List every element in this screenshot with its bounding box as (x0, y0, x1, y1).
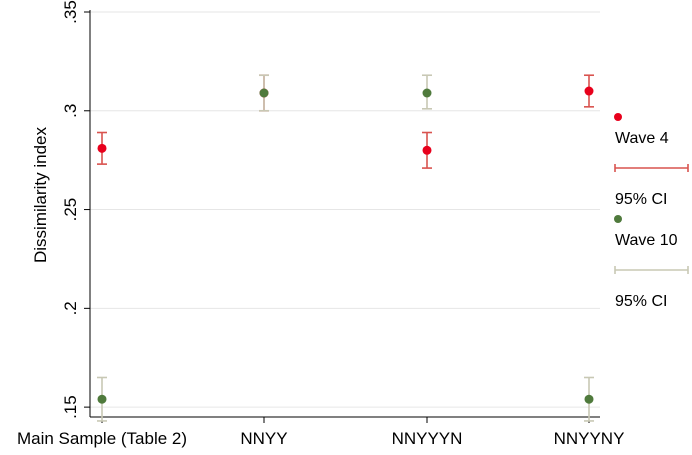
legend-label: 95% CI (615, 293, 667, 310)
y-tick-label: .15 (61, 395, 80, 419)
legend-ci-symbol (614, 164, 689, 172)
data-point (97, 143, 107, 153)
legend-marker (614, 113, 622, 121)
y-axis-label: Dissimilarity index (31, 126, 50, 263)
y-tick-label: .35 (61, 0, 80, 24)
data-point (97, 394, 107, 404)
legend-marker (614, 215, 622, 223)
data-point (422, 145, 432, 155)
data-point (422, 88, 432, 98)
x-tick-label: NNYYYN (392, 429, 463, 448)
legend: Wave 4 95% CI Wave 10 95% CI (614, 113, 689, 310)
legend-ci-symbol (614, 266, 689, 274)
legend-label: Wave 4 (615, 130, 669, 147)
x-tick-label: Main Sample (Table 2) (17, 429, 187, 448)
y-tick-label: .3 (61, 104, 80, 118)
y-tick-label: .2 (61, 301, 80, 315)
marks-layer (97, 74, 594, 422)
data-point (584, 394, 594, 404)
x-tick-label: NNYYNY (554, 429, 625, 448)
legend-label: 95% CI (615, 191, 667, 208)
grid-layer (90, 11, 600, 408)
axes-layer: .15 .2 .25 .3 .35 Main Sample (Table 2) NNYY NN… (17, 0, 624, 448)
data-point (584, 86, 594, 96)
legend-label: Wave 10 (615, 232, 678, 249)
data-point (259, 88, 269, 98)
y-tick-label: .25 (61, 198, 80, 222)
x-tick-label: NNYY (240, 429, 287, 448)
